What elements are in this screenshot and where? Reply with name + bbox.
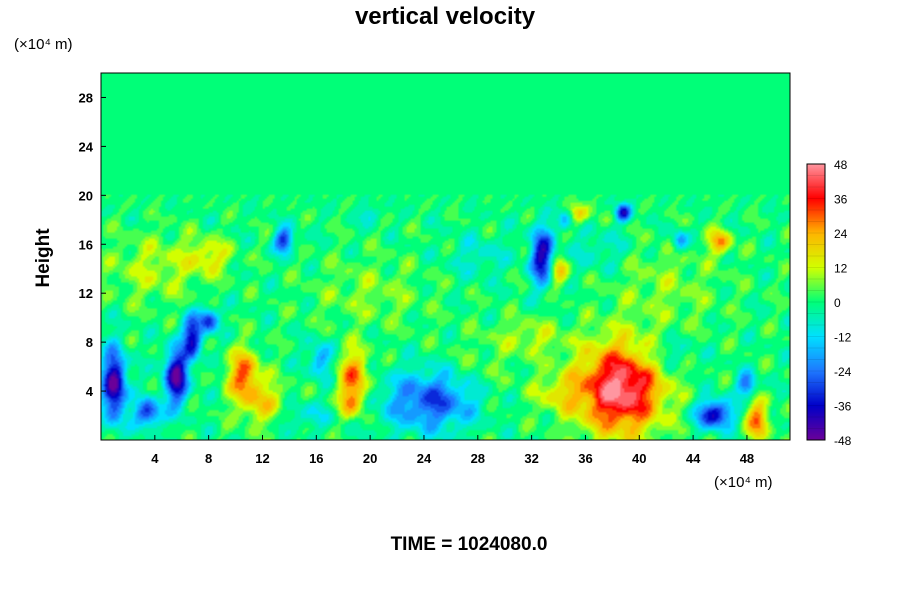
colorbar-frame [806,163,826,441]
y-tick-label: 24 [79,139,94,154]
x-tick-label: 40 [632,451,646,466]
x-axis: 4 8 12 16 20 24 28 32 36 40 44 48 [151,435,754,466]
plot-frame [100,72,791,441]
x-tick-label: 44 [686,451,701,466]
y-axis-units: (×10⁴ m) [14,36,73,53]
x-tick-label: 4 [151,451,159,466]
x-tick-label: 8 [205,451,212,466]
x-tick-label: 12 [255,451,269,466]
y-tick-label: 20 [79,188,93,203]
x-tick-label: 32 [524,451,538,466]
y-axis-label: Height [33,228,54,288]
y-tick-label: 16 [79,237,93,252]
colorbar-tick-label: -24 [834,365,852,379]
colorbar-tick-label: 36 [834,193,848,207]
colorbar-tick-label: 48 [834,158,848,172]
x-tick-label: 20 [363,451,377,466]
x-tick-label: 28 [471,451,485,466]
colorbar-tick-label: -36 [834,400,852,414]
colorbar-level-lines [807,175,825,429]
x-tick-label: 48 [740,451,754,466]
y-tick-label: 4 [86,384,94,399]
x-tick-label: 24 [417,451,432,466]
y-tick-label: 28 [79,90,93,105]
colorbar [807,164,825,440]
x-axis-units: (×10⁴ m) [714,474,773,491]
y-tick-label: 12 [79,286,93,301]
x-tick-label: 16 [309,451,323,466]
velocity-field-image [101,73,790,440]
chart-title: vertical velocity [355,3,536,30]
y-tick-label: 8 [86,335,93,350]
colorbar-tick-label: 12 [834,262,848,276]
x-tick-label: 36 [578,451,592,466]
colorbar-tick-label: -48 [834,434,852,448]
y-axis: 4 8 12 16 20 24 28 [79,90,106,399]
colorbar-tick-label: 0 [834,296,841,310]
colorbar-tick-label: 24 [834,227,848,241]
time-label: TIME = 1024080.0 [391,534,548,555]
colorbar-ticks: 48 36 24 12 0 -12 -24 -36 -48 [834,158,852,448]
colorbar-tick-label: -12 [834,331,852,345]
